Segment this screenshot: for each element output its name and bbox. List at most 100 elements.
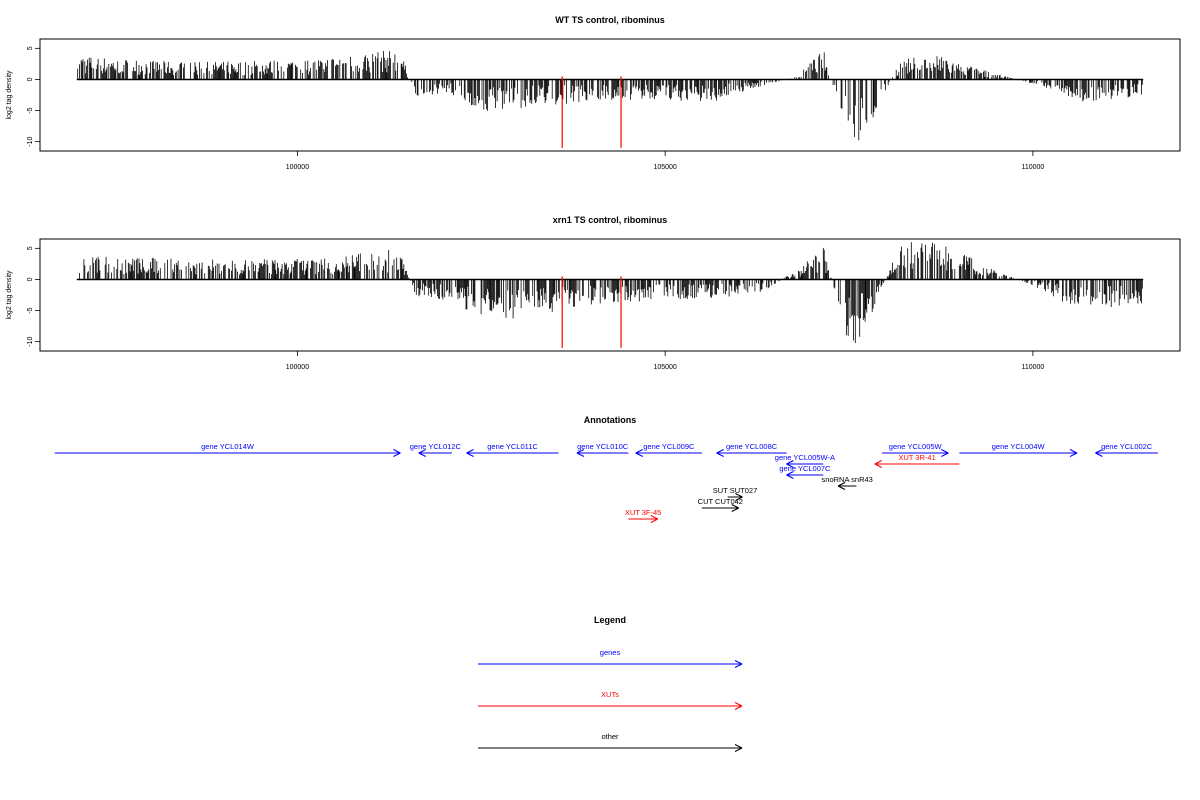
legend-entry: XUTs [478, 690, 743, 710]
feature-gene: gene YCL005W-A [775, 453, 835, 468]
feature-gene: gene YCL014W [54, 442, 401, 457]
legend-panel: Legend genes XUTs other [478, 615, 743, 752]
xrn1-plot-frame [39, 238, 1181, 352]
feature-arrow-head [1095, 452, 1103, 457]
feature-gene: gene YCL011C [466, 442, 559, 457]
feature-arrow-head [941, 452, 949, 457]
y-tick-label: 5 [27, 46, 34, 50]
feature-gene: gene YCL010C [576, 442, 629, 457]
legend-title: Legend [594, 615, 626, 625]
feature-arrow-head [466, 449, 474, 454]
feature-gene: gene YCL007C [779, 464, 831, 479]
feature-arrow-head [576, 449, 585, 454]
xrn1-track-panel: xrn1 TS control, ribominus log2 tag dens… [6, 215, 1181, 371]
feature-arrow-head [466, 452, 474, 457]
xrn1-red-markers [561, 276, 622, 348]
feature-gene: gene YCL009C [635, 442, 702, 457]
feature-arrow-head [731, 504, 739, 509]
feature-arrow-head [393, 449, 401, 454]
y-tick-label: 0 [27, 77, 34, 81]
feature-arrow-head [1069, 449, 1078, 454]
feature-label: XUT 3R-41 [898, 453, 935, 462]
x-tick-label: 100000 [286, 164, 309, 171]
feature-arrow-head [650, 518, 659, 523]
feature-label: gene YCL009C [643, 442, 695, 451]
wt-track-title: WT TS control, ribominus [555, 15, 665, 25]
feature-label: gene YCL002C [1101, 442, 1153, 451]
feature-arrow-head [786, 460, 794, 465]
feature-arrow-head [635, 449, 643, 454]
wt-bars [77, 51, 1143, 141]
feature-label: SUT SUT027 [713, 486, 757, 495]
legend-arrow-head [734, 747, 743, 752]
y-tick-label: -10 [27, 337, 34, 347]
feature-label: CUT CUT042 [698, 497, 743, 506]
feature-arrow-head [716, 449, 724, 454]
feature-arrow-head [786, 471, 794, 476]
xrn1-bars [79, 242, 1143, 343]
feature-arrow-head [1095, 449, 1103, 454]
feature-label: snoRNA snR43 [822, 475, 873, 484]
feature-gene: gene YCL012C [410, 442, 461, 457]
feature-other: snoRNA snR43 [822, 475, 873, 490]
wt-red-markers [561, 76, 622, 148]
wt-track-panel: WT TS control, ribominus log2 tag densit… [6, 15, 1181, 171]
legend-entry: genes [478, 648, 743, 668]
x-tick-label: 100000 [286, 364, 309, 371]
xrn1-y-axis: 5 0 -5 -10 [27, 246, 40, 347]
feature-arrow-head [837, 482, 846, 487]
y-tick-label: -5 [27, 107, 34, 113]
feature-label: gene YCL014W [201, 442, 255, 451]
feature-label: gene YCL010C [577, 442, 629, 451]
feature-arrow-head [393, 452, 401, 457]
wt-x-axis: 100000 105000 110000 [286, 151, 1044, 171]
feature-arrow-head [874, 460, 882, 465]
feature-arrow-head [650, 515, 659, 520]
y-tick-label: 5 [27, 246, 34, 250]
wt-y-axis: 5 0 -5 -10 [27, 46, 40, 147]
wt-plot-frame [39, 38, 1181, 152]
feature-arrow-head [1069, 452, 1078, 457]
xrn1-x-axis: 100000 105000 110000 [286, 351, 1044, 371]
x-tick-label: 110000 [1021, 164, 1044, 171]
feature-arrow-head [635, 452, 643, 457]
legend-label: genes [600, 648, 621, 657]
feature-arrow-head [874, 463, 882, 468]
feature-arrow-head [418, 452, 426, 457]
feature-gene: gene YCL008C [716, 442, 787, 457]
feature-label: gene YCL011C [487, 442, 538, 451]
legend-arrow-head [734, 744, 743, 749]
legend-arrow-head [734, 702, 743, 707]
legend-entry: other [478, 732, 743, 752]
feature-other: CUT CUT042 [698, 497, 743, 512]
feature-xut: XUT 3R-41 [874, 453, 960, 468]
feature-arrow-head [576, 452, 585, 457]
y-tick-label: -5 [27, 307, 34, 313]
feature-arrow-head [786, 474, 794, 479]
feature-gene: gene YCL005W [882, 442, 949, 457]
x-tick-label: 105000 [653, 164, 676, 171]
feature-label: gene YCL004W [992, 442, 1046, 451]
feature-arrow-head [837, 485, 846, 490]
feature-other: SUT SUT027 [713, 486, 757, 501]
annotations-title: Annotations [584, 415, 637, 425]
feature-xut: XUT 3F-45 [625, 508, 661, 523]
legend-arrow-head [734, 663, 743, 668]
x-tick-label: 110000 [1021, 364, 1044, 371]
y-tick-label: 0 [27, 277, 34, 281]
x-tick-label: 105000 [653, 364, 676, 371]
xrn1-y-axis-label: log2 tag density [6, 270, 13, 320]
feature-arrow-head [418, 449, 426, 454]
y-tick-label: -10 [27, 137, 34, 147]
feature-label: gene YCL007C [779, 464, 831, 473]
legend-label: XUTs [601, 690, 619, 699]
legend-label: other [601, 732, 619, 741]
legend-arrow-head [734, 660, 743, 665]
feature-label: gene YCL005W [889, 442, 943, 451]
legend-arrow-head [734, 705, 743, 710]
feature-arrow-head [735, 496, 743, 501]
xrn1-track-title: xrn1 TS control, ribominus [553, 215, 668, 225]
wt-y-axis-label: log2 tag density [6, 70, 13, 120]
feature-arrow-head [716, 452, 724, 457]
